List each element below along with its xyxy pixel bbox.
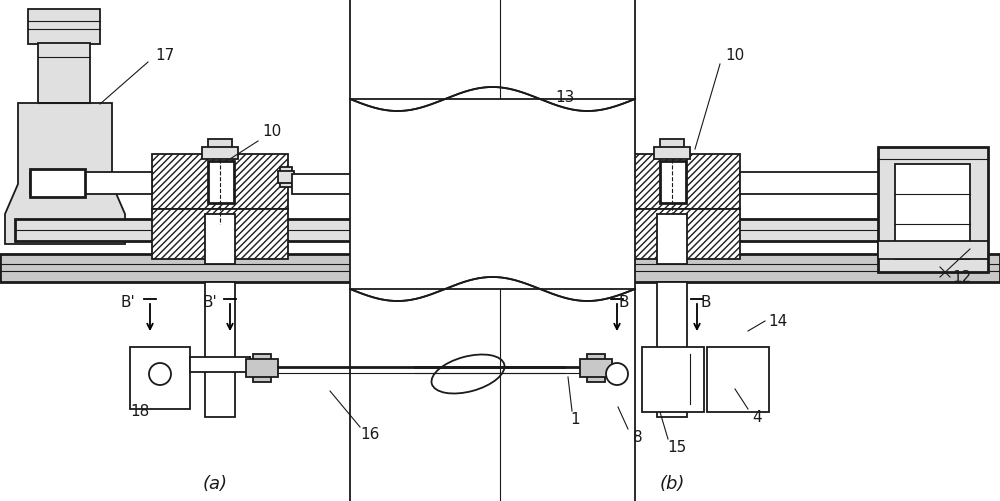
Bar xyxy=(598,172,614,184)
Text: 4: 4 xyxy=(752,410,762,425)
Text: B': B' xyxy=(203,295,217,310)
Bar xyxy=(657,214,687,265)
Text: 8: 8 xyxy=(633,430,643,444)
Bar xyxy=(208,162,234,203)
Bar xyxy=(512,255,1000,283)
Bar xyxy=(580,359,612,377)
Bar xyxy=(202,148,238,160)
Bar xyxy=(535,219,955,241)
Bar xyxy=(28,10,100,45)
Text: (a): (a) xyxy=(203,474,228,492)
Bar xyxy=(895,165,970,260)
Text: 13: 13 xyxy=(555,90,575,105)
Bar xyxy=(280,168,292,188)
Bar xyxy=(642,347,704,412)
Bar xyxy=(30,170,85,197)
Text: 10: 10 xyxy=(725,48,745,63)
Text: 10: 10 xyxy=(262,124,282,139)
Bar xyxy=(130,347,190,409)
Bar xyxy=(878,241,988,260)
Bar xyxy=(250,361,255,371)
Bar xyxy=(278,172,294,184)
Bar xyxy=(587,354,605,382)
Bar xyxy=(600,168,612,188)
Bar xyxy=(660,140,684,155)
Circle shape xyxy=(149,363,171,385)
Bar xyxy=(350,100,635,290)
Bar xyxy=(30,173,152,194)
Text: (b): (b) xyxy=(659,474,685,492)
Bar xyxy=(887,170,942,197)
Text: 18: 18 xyxy=(130,404,150,419)
Text: 17: 17 xyxy=(155,48,175,63)
Bar xyxy=(657,283,687,417)
Bar xyxy=(707,347,769,412)
Bar xyxy=(253,354,271,382)
Bar xyxy=(208,140,232,155)
Text: B: B xyxy=(619,295,629,310)
Bar xyxy=(246,359,278,377)
Text: 14: 14 xyxy=(768,314,787,329)
Bar xyxy=(878,148,988,273)
Bar xyxy=(604,209,740,260)
Bar xyxy=(38,44,90,104)
Bar xyxy=(190,357,250,372)
Bar xyxy=(604,155,740,209)
Bar xyxy=(152,155,288,209)
Text: B': B' xyxy=(121,295,135,310)
Bar xyxy=(205,214,235,265)
Bar xyxy=(740,173,900,194)
Bar xyxy=(660,162,686,203)
Text: B: B xyxy=(701,295,711,310)
Bar xyxy=(0,255,488,283)
Text: 16: 16 xyxy=(360,427,380,441)
Bar xyxy=(292,175,372,194)
Bar xyxy=(205,283,235,417)
Text: 1: 1 xyxy=(570,412,580,427)
Text: 15: 15 xyxy=(667,439,687,454)
Bar xyxy=(15,219,465,241)
Circle shape xyxy=(606,363,628,385)
Bar xyxy=(654,148,690,160)
Polygon shape xyxy=(5,104,125,244)
Bar xyxy=(522,175,602,194)
Text: 12: 12 xyxy=(952,270,971,285)
Bar xyxy=(152,209,288,260)
